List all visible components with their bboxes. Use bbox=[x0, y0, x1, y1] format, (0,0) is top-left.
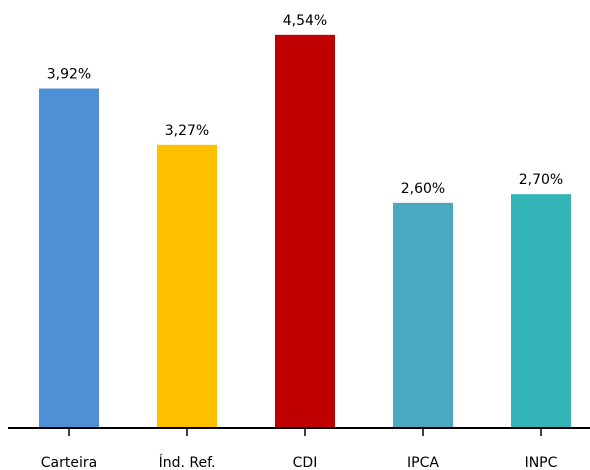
value-label: 3,92% bbox=[47, 67, 91, 83]
x-tick-label: Índ. Ref. bbox=[159, 454, 216, 470]
value-label: 3,27% bbox=[165, 123, 209, 139]
x-tick-label: INPC bbox=[525, 455, 558, 470]
x-tick-label: Carteira bbox=[41, 455, 97, 470]
value-label: 4,54% bbox=[283, 13, 327, 29]
value-label: 2,70% bbox=[519, 172, 563, 188]
x-tick-label: CDI bbox=[293, 455, 318, 470]
x-tick-label: IPCA bbox=[407, 455, 439, 470]
bar bbox=[275, 34, 335, 428]
bar bbox=[157, 144, 217, 428]
value-label: 2,60% bbox=[401, 181, 445, 197]
bar bbox=[511, 194, 571, 428]
bar bbox=[39, 88, 99, 428]
bar bbox=[393, 202, 453, 428]
